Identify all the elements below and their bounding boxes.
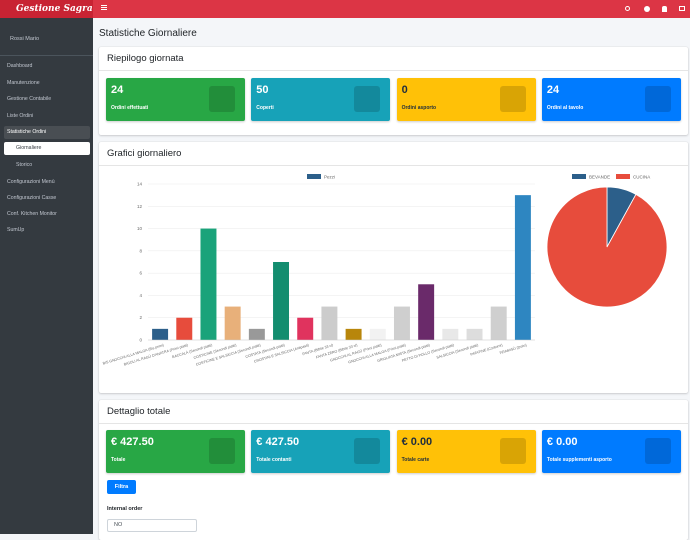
box-label: Ordini asporto: [401, 105, 437, 111]
box-value: 50: [256, 84, 269, 96]
bar: [345, 328, 362, 340]
card-title: Grafici giornaliero: [107, 148, 182, 159]
bar: [321, 306, 338, 340]
menu-item[interactable]: Dashboard: [7, 63, 33, 69]
box-value: € 0.00: [546, 436, 578, 448]
box-icon: [499, 438, 526, 464]
y-tick-label: 0: [139, 338, 142, 343]
legend-swatch: [307, 174, 321, 179]
box-value: € 0.00: [401, 436, 433, 448]
bar: [442, 328, 459, 340]
page-title: Statistiche Giornaliere: [99, 28, 197, 39]
bar: [224, 306, 241, 340]
box-icon: [209, 86, 235, 112]
menu-item[interactable]: Configurazioni Menù: [7, 179, 55, 185]
bar: [297, 317, 314, 340]
info-box: 0 Ordini asporto: [396, 78, 536, 121]
legend-label: Pezzi: [324, 175, 335, 180]
x-tick-label: TIRAMISÙ (Dolci): [498, 342, 527, 355]
menu-item[interactable]: Statistiche Ordini: [4, 126, 90, 139]
box-value: € 427.50: [111, 436, 154, 448]
filter-button[interactable]: Filtra: [107, 480, 136, 494]
bar: [369, 328, 386, 340]
logout-icon[interactable]: [679, 6, 685, 11]
separator: [0, 55, 93, 56]
box-value: 24: [546, 84, 560, 96]
card-title: Riepilogo giornata: [107, 53, 184, 64]
brand[interactable]: Gestione Sagra: [0, 0, 93, 18]
menu-item[interactable]: SumUp: [7, 227, 25, 233]
box-label: Totale carte: [401, 457, 430, 463]
y-tick-label: 8: [139, 248, 142, 253]
box-value: 0: [401, 84, 408, 96]
bar: [248, 328, 265, 340]
info-box: € 0.00 Totale carte: [396, 430, 536, 473]
bar: [273, 262, 290, 340]
info-box: € 427.50 Totale: [106, 430, 245, 473]
search-icon[interactable]: [625, 6, 630, 11]
box-icon: [354, 86, 381, 112]
legend-label: CUCINA: [633, 175, 650, 180]
box-value: 24: [111, 84, 124, 96]
y-tick-label: 10: [137, 226, 143, 231]
bar: [514, 195, 531, 340]
box-label: Totale: [111, 457, 126, 463]
divider: [99, 165, 688, 166]
y-tick-label: 4: [139, 293, 142, 298]
user-icon[interactable]: [662, 6, 667, 12]
info-box: 24 Ordini al tavolo: [541, 78, 681, 121]
menu-toggle[interactable]: [101, 7, 107, 8]
field-label: Internal order: [107, 506, 143, 512]
settings-icon[interactable]: [644, 6, 650, 12]
box-label: Coperti: [256, 105, 274, 111]
menu-item[interactable]: Gestione Contabile: [7, 96, 52, 102]
menu-item[interactable]: Giornaliere: [4, 142, 90, 155]
info-box: 24 Ordini effettuati: [106, 78, 245, 121]
box-label: Totale contanti: [256, 457, 292, 463]
info-box: 50 Coperti: [251, 78, 391, 121]
top-bar: [93, 0, 690, 18]
y-tick-label: 14: [137, 182, 143, 187]
y-tick-label: 6: [139, 271, 142, 276]
box-icon: [644, 86, 671, 112]
legend-label: BEVANDE: [589, 175, 610, 180]
menu-item[interactable]: Storico: [16, 162, 33, 168]
divider: [99, 70, 688, 71]
box-value: € 427.50: [256, 436, 300, 448]
box-icon: [354, 438, 381, 464]
menu-item[interactable]: Liste Ordini: [7, 113, 34, 119]
bar: [418, 284, 435, 340]
bar: [466, 328, 483, 340]
box-label: Ordini al tavolo: [546, 105, 584, 111]
bar: [200, 228, 217, 340]
info-box: € 427.50 Totale contanti: [251, 430, 391, 473]
box-label: Totale supplementi asporto: [546, 457, 612, 463]
divider: [99, 423, 688, 424]
card-title: Dettaglio totale: [107, 406, 171, 417]
bar: [152, 328, 169, 340]
menu-item[interactable]: Conf. Kitchen Monitor: [7, 211, 57, 217]
info-box: € 0.00 Totale supplementi asporto: [541, 430, 681, 473]
select[interactable]: NO: [107, 519, 197, 532]
sidebar: Rossi Mario Dashboard Manutenzione Gestion…: [0, 0, 93, 534]
user-name: Rossi Mario: [10, 36, 40, 42]
menu-item[interactable]: Configurazioni Casse: [7, 195, 57, 201]
box-icon: [209, 438, 235, 464]
bar: [393, 306, 410, 340]
y-tick-label: 2: [139, 315, 142, 320]
y-tick-label: 12: [137, 204, 143, 209]
legend-swatch: [616, 174, 630, 179]
menu-item[interactable]: Manutenzione: [7, 80, 40, 86]
legend-swatch: [572, 174, 586, 179]
bar: [176, 317, 193, 340]
box-icon: [499, 86, 526, 112]
pie-slice: [546, 186, 668, 308]
box-label: Ordini effettuati: [111, 105, 149, 111]
bar: [490, 306, 507, 340]
box-icon: [644, 438, 671, 464]
